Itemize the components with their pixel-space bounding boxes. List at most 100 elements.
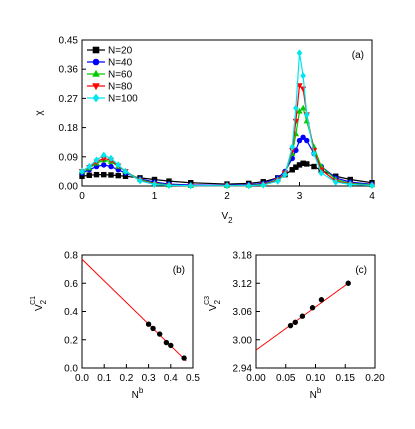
x-label-main: V (221, 211, 228, 222)
marker (245, 182, 252, 190)
marker (299, 313, 306, 319)
y-tick-label: 0.00 (59, 182, 79, 193)
y-label-sup: C3 (204, 296, 211, 305)
marker (101, 171, 107, 178)
y-tick-label: 3.06 (233, 307, 253, 318)
y-axis-label: V2C1 (30, 296, 48, 311)
x-tick-label: 2 (224, 191, 230, 202)
x-tick-label: 0.2 (119, 373, 133, 384)
y-tick-label: 3.00 (233, 335, 253, 346)
marker (115, 172, 121, 179)
marker (282, 171, 288, 179)
marker (166, 181, 172, 189)
x-tick-label: 0.20 (365, 373, 385, 384)
marker (79, 167, 85, 176)
marker (347, 180, 354, 188)
marker (168, 342, 174, 349)
marker (292, 319, 298, 326)
x-tick-label: 0.05 (276, 373, 296, 384)
x-tick-label: 0.3 (142, 373, 156, 384)
marker (86, 172, 92, 178)
marker (93, 156, 100, 164)
marker (86, 162, 93, 171)
marker (108, 163, 114, 170)
x-label-script: 2 (228, 216, 233, 225)
y-label-sup: C1 (30, 296, 37, 305)
legend-label: N=60 (108, 70, 133, 81)
y-tick-label: 0.0 (64, 364, 78, 375)
x-axis-label: Nb (310, 386, 322, 401)
marker (318, 169, 325, 177)
marker (137, 177, 143, 185)
legend-label: N=40 (108, 58, 133, 69)
marker (163, 339, 170, 346)
marker (369, 181, 375, 189)
marker (304, 137, 310, 144)
marker (304, 161, 310, 167)
marker (274, 177, 281, 185)
y-axis-label: χ (34, 110, 45, 116)
y-axis-label: V2C3 (204, 296, 222, 311)
marker (296, 137, 303, 144)
x-tick-label: 0.10 (306, 373, 326, 384)
x-tick-label: 0.1 (97, 373, 111, 384)
x-tick-label: 4 (369, 191, 375, 202)
marker (345, 280, 351, 286)
legend-marker (92, 58, 100, 66)
marker (93, 171, 100, 178)
y-tick-label: 0.36 (59, 65, 79, 76)
y-tick-label: 3.18 (233, 251, 253, 262)
x-tick-label: 0.5 (186, 373, 200, 384)
y-label-sub: 2 (213, 299, 222, 304)
x-label-main: N (310, 390, 317, 401)
y-tick-label: 0.6 (64, 279, 78, 290)
marker (122, 167, 129, 176)
marker (311, 149, 317, 158)
y-tick-label: 0.2 (64, 335, 78, 346)
y-label-sub: 2 (39, 299, 48, 304)
marker (311, 163, 317, 170)
marker (309, 305, 316, 311)
x-tick-label: 0.00 (246, 373, 266, 384)
marker (260, 181, 267, 189)
legend-marker (92, 69, 100, 77)
x-tick-label: 0 (79, 191, 85, 202)
panel-label: (b) (173, 265, 185, 276)
x-tick-label: 1 (152, 191, 158, 202)
legend-marker (92, 83, 100, 91)
marker (293, 104, 299, 112)
marker (224, 182, 230, 190)
marker (299, 104, 307, 111)
marker (300, 134, 306, 141)
legend-label: N=100 (108, 94, 138, 105)
y-tick-label: 0.09 (59, 152, 79, 163)
x-axis-label: V2 (221, 211, 233, 225)
marker (108, 172, 114, 178)
marker (145, 321, 152, 327)
x-axis-label: Nb (132, 386, 144, 401)
x-tick-label: 3 (297, 191, 303, 202)
marker (296, 107, 303, 114)
y-tick-label: 0.8 (64, 251, 78, 262)
marker (151, 180, 158, 188)
marker (108, 154, 114, 163)
legend-marker (92, 46, 100, 54)
x-label-main: N (132, 390, 139, 401)
x-tick-label: 0.15 (336, 373, 356, 384)
x-label-script: b (317, 386, 322, 395)
marker (150, 325, 156, 332)
panel-label: (a) (352, 50, 364, 61)
marker (287, 322, 294, 329)
marker (300, 72, 306, 80)
y-tick-label: 0.4 (64, 307, 78, 318)
marker (318, 297, 325, 303)
marker (181, 355, 187, 361)
marker (187, 182, 194, 190)
marker (100, 151, 107, 159)
marker (289, 143, 296, 151)
legend-label: N=20 (108, 46, 133, 57)
marker (303, 111, 310, 119)
y-tick-label: 0.45 (59, 36, 79, 47)
legend-label: N=80 (108, 82, 133, 93)
